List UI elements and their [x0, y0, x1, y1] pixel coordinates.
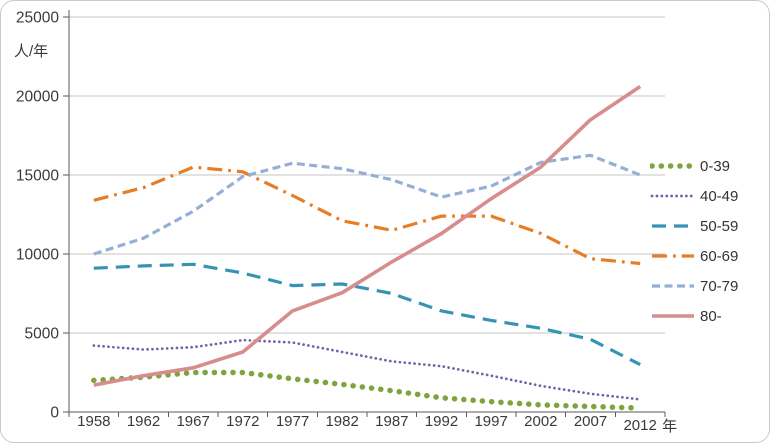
x-axis-label: 1997: [474, 413, 507, 430]
legend-line-sample: [650, 194, 696, 198]
chart-legend: 0-39 40-49 50-59 60-69 70-79 80-: [650, 151, 738, 331]
x-axis-label: 1967: [176, 413, 209, 430]
x-axis-label: 2002: [524, 413, 557, 430]
x-axis-label: 1987: [375, 413, 408, 430]
x-axis-label: 1982: [325, 413, 358, 430]
series-line-50-59: [93, 262, 641, 367]
legend-line-sample: [650, 163, 696, 169]
x-axis-label: 1962: [127, 413, 160, 430]
series-line-0-39: [91, 369, 643, 411]
legend-label: 70-79: [700, 277, 739, 295]
legend-item-40-49: 40-49: [650, 181, 738, 211]
legend-label: 50-59: [700, 217, 739, 235]
legend-item-70-79: 70-79: [650, 271, 738, 301]
y-axis-label: 20000: [16, 89, 59, 106]
legend-label: 0-39: [700, 157, 731, 175]
legend-item-80-: 80-: [650, 301, 738, 331]
y-axis-label: 15000: [16, 168, 59, 185]
legend-line-sample: [652, 254, 694, 258]
series-line-40-49: [92, 338, 642, 401]
legend-item-50-59: 50-59: [650, 211, 738, 241]
x-axis-label: 2007: [574, 413, 607, 430]
x-axis-label: 1977: [276, 413, 309, 430]
legend-line-sample: [652, 224, 694, 228]
x-axis-label: 1972: [226, 413, 259, 430]
legend-label: 80-: [700, 307, 722, 325]
legend-label: 40-49: [700, 187, 739, 205]
x-axis-label: 2012: [623, 417, 656, 434]
x-axis-label: 1992: [425, 413, 458, 430]
x-axis-unit: 年: [662, 418, 677, 435]
y-axis-title: 人/年: [14, 43, 49, 60]
y-axis-label: 10000: [16, 247, 59, 264]
y-axis-label: 0: [50, 405, 59, 422]
x-axis-label: 1958: [77, 413, 110, 430]
legend-line-sample: [652, 314, 694, 318]
legend-item-0-39: 0-39: [650, 151, 738, 181]
series-line-70-79: [93, 153, 641, 256]
legend-item-60-69: 60-69: [650, 241, 738, 271]
legend-label: 60-69: [700, 247, 739, 265]
series-line-80-: [93, 85, 642, 387]
y-axis-label: 25000: [16, 10, 59, 27]
legend-line-sample: [652, 284, 694, 288]
series-line-60-69: [93, 165, 641, 266]
y-axis-label: 5000: [25, 326, 60, 343]
